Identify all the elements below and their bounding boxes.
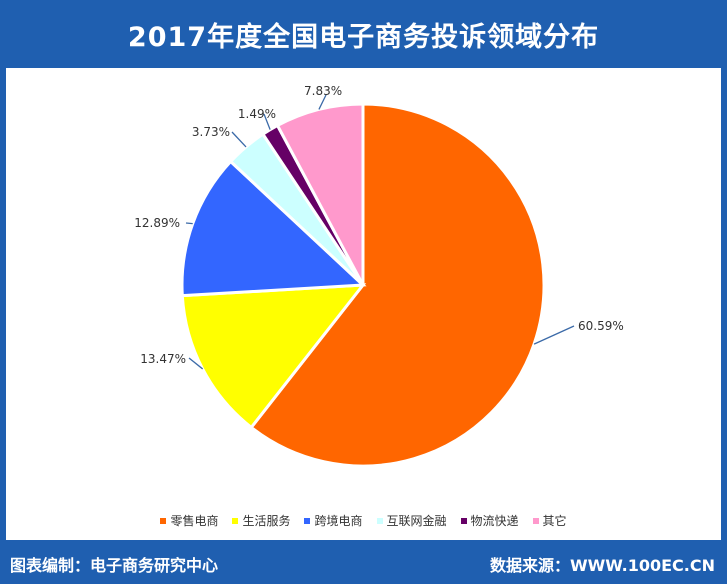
legend-swatch xyxy=(304,517,311,524)
legend-swatch xyxy=(232,517,239,524)
header-bar: 2017年度全国电子商务投诉领域分布 xyxy=(0,0,727,68)
legend-swatch xyxy=(532,517,539,524)
data-label-1: 13.47% xyxy=(140,352,186,366)
legend-label: 零售电商 xyxy=(170,514,219,528)
leader-line-2 xyxy=(185,222,193,225)
legend-item-3: 互联网金融 xyxy=(376,512,447,529)
legend-label: 跨境电商 xyxy=(314,514,363,528)
legend-label: 物流快递 xyxy=(470,514,519,528)
footer-credit: 图表编制：电子商务研究中心 xyxy=(10,556,219,575)
pie-slice-2 xyxy=(180,159,367,298)
pie-chart: 60.59% 13.47% 12.89% 3.73% 1.49% 7.83% xyxy=(134,84,624,468)
leader-line-0 xyxy=(533,325,575,345)
footer-bar: 图表编制：电子商务研究中心 数据来源：WWW.100EC.CN xyxy=(0,540,727,584)
leader-line-4 xyxy=(263,113,271,130)
data-label-3: 3.73% xyxy=(192,125,230,139)
legend-label: 其它 xyxy=(542,514,567,528)
legend-item-4: 物流快递 xyxy=(460,512,519,529)
footer-source: 数据来源：WWW.100EC.CN xyxy=(489,556,715,575)
chart-title: 2017年度全国电子商务投诉领域分布 xyxy=(127,21,600,53)
leader-line-1 xyxy=(188,357,204,370)
leader-line-5 xyxy=(318,94,327,110)
chart-legend: 零售电商 生活服务 跨境电商 互联网金融 物流快递 其它 xyxy=(6,512,721,529)
legend-item-2: 跨境电商 xyxy=(304,512,363,529)
legend-item-5: 其它 xyxy=(532,512,567,529)
legend-label: 生活服务 xyxy=(242,514,291,528)
legend-swatch xyxy=(460,517,467,524)
data-label-2: 12.89% xyxy=(134,216,180,230)
legend-item-0: 零售电商 xyxy=(160,512,218,529)
data-label-4: 1.49% xyxy=(238,107,276,121)
legend-item-1: 生活服务 xyxy=(232,512,290,529)
legend-swatch xyxy=(160,517,167,524)
legend-label: 互联网金融 xyxy=(386,514,447,528)
legend-swatch xyxy=(376,517,383,524)
data-label-0: 60.59% xyxy=(578,319,624,333)
pie-slice-1 xyxy=(180,283,367,430)
leader-line-3 xyxy=(231,131,247,148)
chart-panel: 60.59% 13.47% 12.89% 3.73% 1.49% 7.83% 零售电商 生活… xyxy=(6,68,721,540)
data-label-5: 7.83% xyxy=(304,84,342,98)
